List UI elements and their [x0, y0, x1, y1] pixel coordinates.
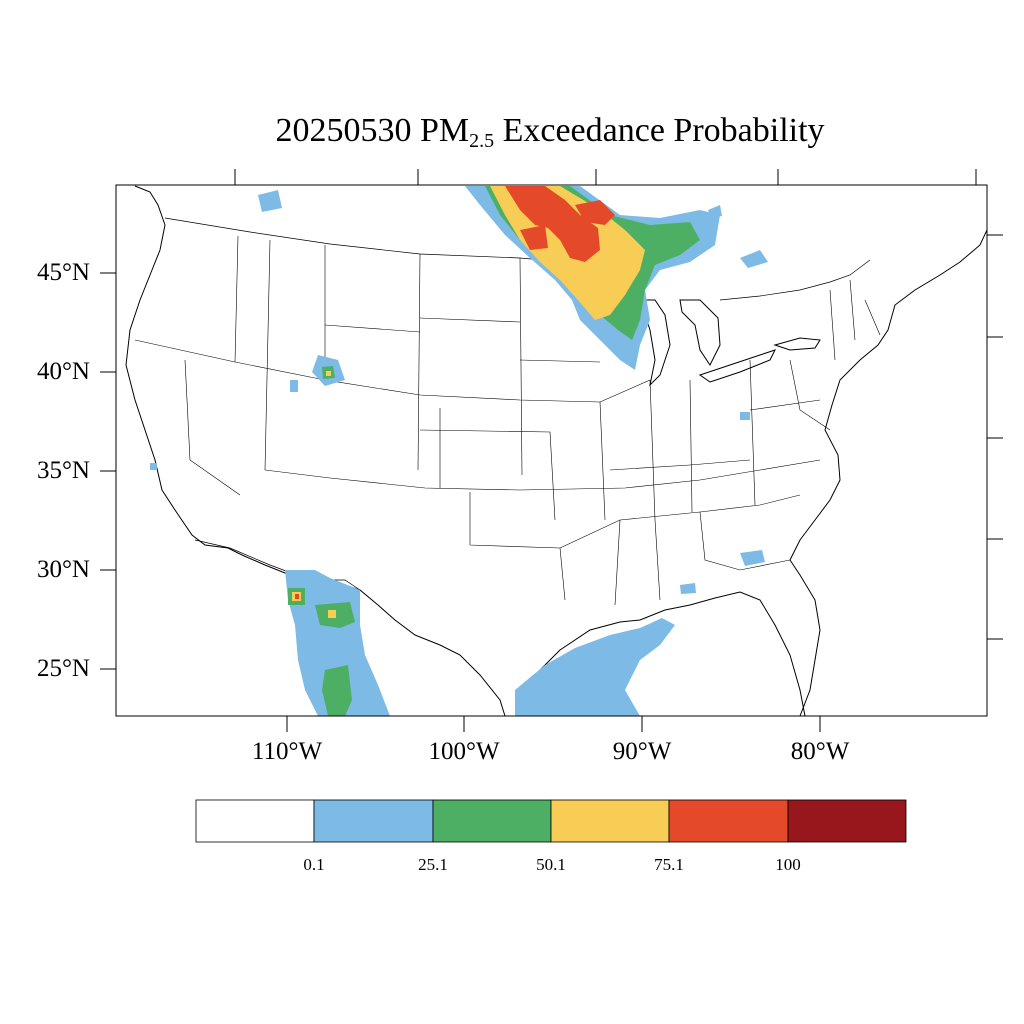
colorbar-swatch-2 [432, 799, 552, 843]
country-borders [164, 217, 871, 591]
fill-mexico-band-0-1 [285, 570, 390, 716]
title-prefix: 20250530 PM [275, 112, 470, 149]
lon-label-90w: 90°W [612, 738, 672, 765]
probability-fills [150, 186, 768, 716]
title-subscript: 2.5 [469, 130, 495, 152]
lat-label-45: 45°N [36, 259, 90, 286]
colorbar-label-50-1: 50.1 [536, 855, 566, 874]
fill-band-75-1 [505, 186, 600, 262]
fill-gulf-band-0-1 [515, 618, 675, 716]
colorbar-label-25-1: 25.1 [418, 855, 448, 874]
lon-label-110w: 110°W [251, 738, 323, 765]
lat-label-30: 30°N [36, 556, 90, 583]
us-coastline [125, 185, 987, 716]
colorbar-swatch-3 [550, 799, 670, 843]
colorbar-label-0-1: 0.1 [303, 855, 325, 874]
colorbar-swatch-5 [787, 799, 907, 843]
lat-label-35: 35°N [36, 457, 90, 484]
lon-label-80w: 80°W [790, 738, 850, 765]
plot-frame [115, 184, 988, 717]
state-boundaries [134, 235, 881, 606]
title-suffix: Exceedance Probability [494, 112, 825, 149]
colorbar-label-100: 100 [775, 855, 801, 874]
colorbar-label-75-1: 75.1 [654, 855, 684, 874]
colorbar-swatch-4 [668, 799, 789, 843]
colorbar-swatch-0 [195, 799, 315, 843]
map-title: 20250530 PM2.5 Exceedance Probability [0, 108, 1024, 154]
lon-label-100w: 100°W [428, 738, 500, 765]
colorbar-swatch-1 [313, 799, 434, 843]
tick-marks [100, 169, 1003, 732]
colorbar [195, 799, 907, 843]
lat-label-40: 40°N [36, 358, 90, 385]
lat-label-25: 25°N [36, 655, 90, 682]
map-content [125, 185, 987, 716]
